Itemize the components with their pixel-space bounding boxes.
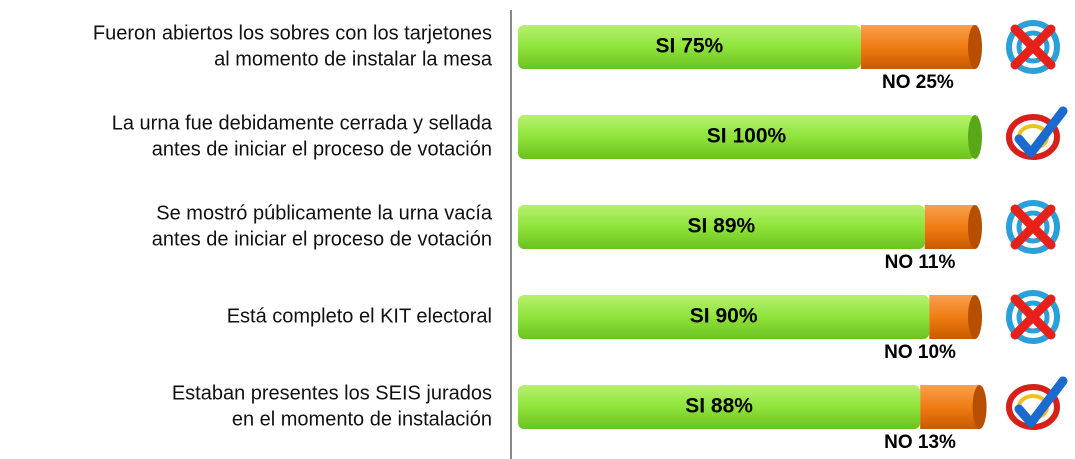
bar-segment [518, 295, 930, 339]
status-icon [1009, 381, 1063, 427]
category-label: al momento de instalar la mesa [214, 48, 493, 70]
category-label: Está completo el KIT electoral [227, 305, 492, 327]
category-label: antes de iniciar el proceso de votación [152, 138, 492, 160]
bar-cap [968, 25, 982, 69]
category-label: en el momento de instalación [232, 408, 492, 430]
value-label: NO 11% [885, 252, 956, 273]
bar-segment [518, 115, 975, 159]
value-label: SI 88% [685, 395, 753, 418]
bar-cap [972, 385, 987, 429]
status-icon [1009, 111, 1063, 157]
bar-segment [924, 205, 975, 249]
value-label: SI 89% [688, 215, 756, 238]
status-icon [1009, 293, 1057, 341]
bar-segment [929, 295, 975, 339]
bar-cap [968, 115, 982, 159]
value-label: SI 75% [656, 35, 724, 58]
bar-segment [518, 205, 925, 249]
value-label: SI 100% [707, 125, 787, 148]
bar-segment [920, 385, 980, 429]
bar-segment [860, 25, 975, 69]
category-label: Estaban presentes los SEIS jurados [172, 382, 492, 404]
value-label: NO 10% [884, 342, 956, 363]
bar-segment [518, 25, 861, 69]
value-label: NO 13% [884, 432, 956, 453]
status-icon [1009, 203, 1057, 251]
bar-segment [518, 385, 921, 429]
value-label: NO 25% [882, 72, 954, 93]
category-label: La urna fue debidamente cerrada y sellad… [112, 112, 493, 134]
bar-cap [968, 295, 982, 339]
category-label: Fueron abiertos los sobres con los tarje… [93, 22, 492, 44]
value-label: SI 90% [690, 305, 758, 328]
bar-cap [968, 205, 982, 249]
status-icon [1009, 23, 1057, 71]
category-label: Se mostró públicamente la urna vacía [156, 202, 493, 224]
category-label: antes de iniciar el proceso de votación [152, 228, 492, 250]
